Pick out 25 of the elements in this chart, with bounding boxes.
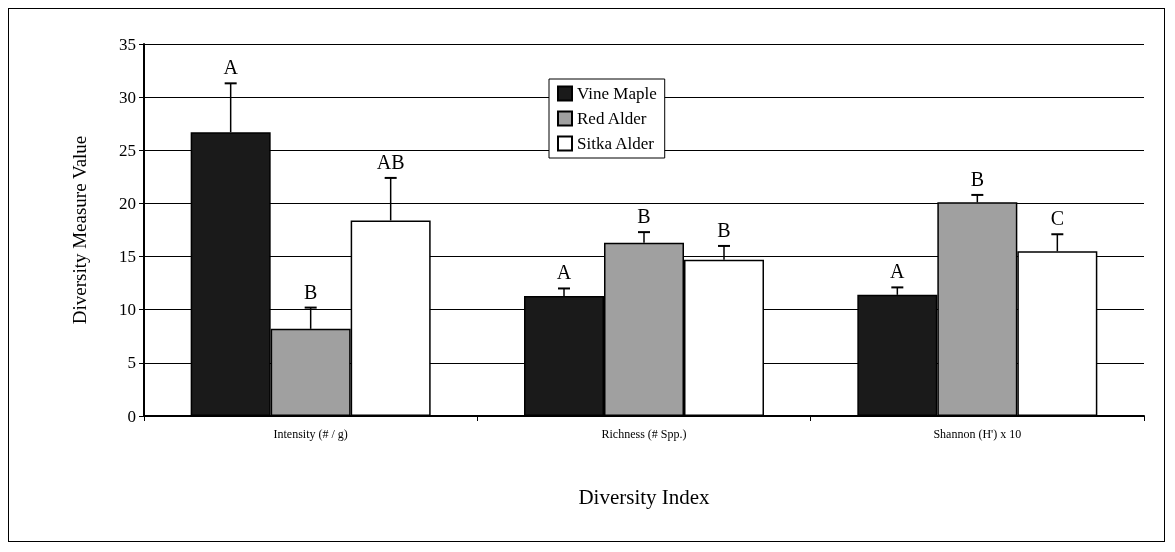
legend-label: Sitka Alder: [577, 134, 655, 153]
data-label: B: [637, 205, 651, 228]
x-tick-label: Intensity (# / g): [273, 427, 348, 441]
data-label: A: [556, 261, 572, 284]
y-tick-label: 30: [119, 87, 136, 107]
y-tick-label: 25: [119, 140, 136, 160]
y-tick-label: 0: [127, 406, 136, 426]
y-tick-label: 35: [119, 34, 136, 54]
y-tick-label: 5: [127, 353, 136, 373]
data-label: C: [1050, 207, 1065, 230]
legend-label: Vine Maple: [577, 84, 657, 103]
data-label: A: [890, 260, 906, 283]
x-axis-title: Diversity Index: [578, 484, 711, 509]
y-axis-title: Diversity Measure Value: [69, 135, 90, 325]
legend-label: Red Alder: [577, 109, 647, 128]
x-tick-label: Shannon (H') x 10: [933, 427, 1022, 441]
data-label: B: [717, 218, 731, 241]
data-label: AB: [376, 150, 405, 173]
data-label: A: [223, 56, 239, 79]
x-tick-label: Richness (# Spp.): [601, 427, 687, 441]
y-tick-label: 20: [119, 193, 136, 213]
y-tick-label: 10: [119, 300, 136, 320]
data-label: B: [303, 280, 318, 303]
y-tick-label: 15: [119, 247, 136, 267]
data-label: B: [970, 167, 985, 190]
